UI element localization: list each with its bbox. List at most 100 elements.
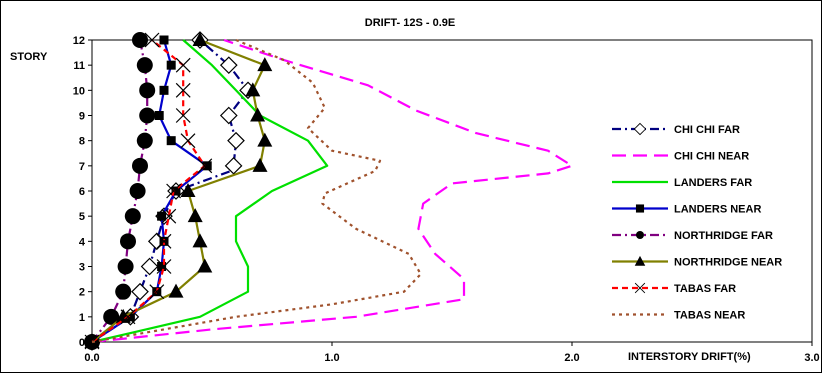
series-line [91, 38, 574, 344]
data-point [227, 131, 245, 150]
y-axis-label: STORY [10, 51, 48, 63]
legend-entry: LANDERS NEAR [612, 204, 761, 216]
legend-label: CHI CHI NEAR [674, 151, 749, 163]
legend-marker [633, 122, 647, 136]
data-point [187, 208, 203, 223]
y-tick-label: 12 [73, 35, 85, 47]
data-point [115, 283, 132, 300]
data-point [132, 32, 148, 48]
x-tick-label: 3.0 [804, 352, 819, 364]
data-point [139, 82, 156, 99]
data-point [136, 57, 153, 74]
x-tick-label: 0.0 [84, 352, 99, 364]
legend-marker-shape [634, 255, 646, 266]
legend-marker-shape [636, 231, 644, 239]
legend-entry: NORTHRIDGE FAR [612, 230, 773, 242]
data-point [144, 32, 160, 48]
chart-title: DRIFT- 12S - 0.9E [365, 17, 455, 29]
data-point [156, 233, 172, 249]
y-tick-label: 3 [79, 262, 85, 274]
data-point [154, 111, 164, 120]
y-tick-label: 7 [79, 161, 85, 173]
y-tick-label: 0 [79, 337, 85, 349]
y-tick-label: 11 [73, 60, 85, 72]
legend-marker [635, 204, 645, 213]
legend-marker [634, 255, 646, 266]
data-point [180, 183, 196, 197]
legend-entry: LANDERS FAR [612, 177, 752, 189]
data-point [166, 136, 176, 146]
data-point [124, 208, 141, 225]
data-point [250, 107, 266, 122]
series-northridge-far [84, 32, 156, 350]
series-northridge-near [84, 32, 273, 348]
data-point [245, 82, 261, 97]
legend-label: NORTHRIDGE NEAR [674, 257, 782, 269]
legend: CHI CHI FAR CHI CHI NEAR LANDERS FAR LANDER… [612, 122, 782, 322]
data-point [257, 132, 273, 147]
legend-marker-shape [635, 204, 645, 213]
x-tick-label: 1.0 [324, 352, 339, 364]
y-tick-label: 4 [79, 236, 86, 248]
data-point [202, 161, 212, 171]
data-point [166, 183, 182, 199]
data-point [161, 208, 177, 224]
data-point [132, 157, 148, 174]
series-tabas-near [91, 38, 422, 344]
series-landers-far [91, 39, 329, 344]
legend-marker-shape [633, 122, 647, 136]
data-point [192, 32, 208, 46]
x-axis-label: INTERSTORY DRIFT(%) [628, 351, 751, 363]
data-point [171, 186, 181, 196]
legend-entry: TABAS NEAR [612, 310, 745, 322]
data-point [175, 108, 191, 123]
data-point [175, 82, 191, 98]
series-layer [83, 31, 574, 351]
data-point [168, 283, 184, 298]
data-point [120, 309, 136, 325]
data-point [159, 85, 169, 95]
legend-label: NORTHRIDGE FAR [674, 230, 773, 242]
data-point [140, 257, 159, 276]
data-point [192, 233, 208, 248]
data-point [120, 233, 136, 250]
legend-entry: CHI CHI FAR [612, 122, 740, 136]
data-point [252, 157, 268, 172]
data-point [157, 262, 167, 271]
data-point [103, 308, 120, 325]
x-tick-label: 2.0 [564, 352, 579, 364]
legend-label: TABAS FAR [674, 283, 736, 295]
legend-entry: NORTHRIDGE NEAR [612, 255, 782, 269]
series-tabas-far [84, 32, 213, 350]
data-point [136, 132, 153, 149]
data-point [139, 107, 156, 124]
data-point [257, 57, 273, 72]
data-point [131, 282, 149, 301]
data-point [129, 183, 146, 199]
y-tick-label: 5 [79, 211, 85, 223]
data-point [224, 156, 243, 175]
y-tick-label: 8 [79, 136, 85, 148]
legend-marker-shape [634, 282, 646, 294]
data-point [166, 60, 176, 70]
series-line [91, 39, 329, 344]
data-point [197, 258, 213, 273]
y-tick-label: 10 [73, 85, 85, 97]
data-point [180, 133, 196, 149]
y-tick-label: 9 [79, 111, 85, 123]
data-point [157, 211, 167, 221]
y-tick-label: 6 [79, 186, 85, 198]
legend-entry: CHI CHI NEAR [612, 151, 749, 163]
legend-entry: TABAS FAR [612, 282, 736, 295]
data-point [156, 259, 172, 274]
y-tick-label: 1 [79, 312, 85, 324]
data-point [219, 56, 238, 75]
legend-label: LANDERS NEAR [674, 204, 761, 216]
legend-marker [636, 231, 644, 239]
legend-marker [634, 282, 646, 294]
data-point [175, 57, 191, 73]
series-chi-chi-near [91, 38, 574, 344]
data-point [149, 284, 165, 300]
